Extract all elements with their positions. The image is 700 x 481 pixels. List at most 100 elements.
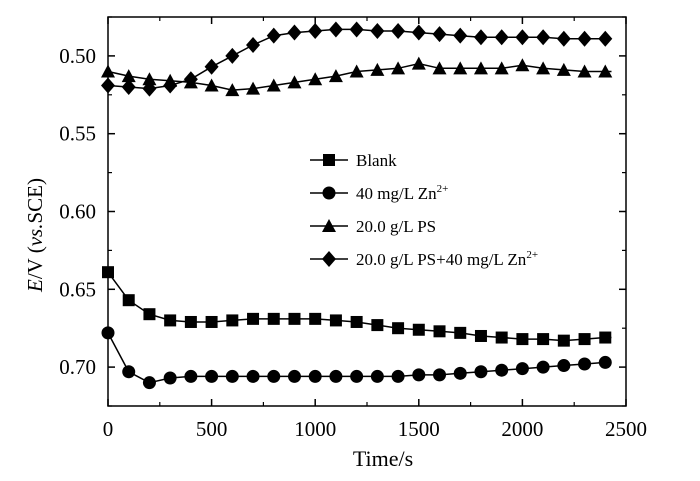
legend-marker <box>322 219 336 232</box>
data-point <box>495 331 508 344</box>
data-point <box>309 312 322 325</box>
data-point <box>142 376 156 390</box>
legend-label: 20.0 g/L PS+40 mg/L Zn2+ <box>356 249 538 269</box>
y-axis-label-reference: vs. <box>23 224 47 247</box>
data-point <box>122 365 136 379</box>
y-axis-label-electrode: SCE) <box>23 178 47 224</box>
data-point <box>494 29 509 46</box>
data-point <box>287 75 302 89</box>
series-square <box>102 266 612 347</box>
data-point <box>225 369 239 383</box>
data-point <box>392 322 405 335</box>
data-point <box>329 314 342 327</box>
data-point <box>266 27 281 44</box>
legend-label: Blank <box>356 151 397 170</box>
data-point <box>598 355 612 369</box>
data-point <box>454 326 467 339</box>
data-point <box>556 30 571 47</box>
data-point <box>391 23 406 40</box>
x-tick-label: 2500 <box>605 417 647 441</box>
legend-label: 40 mg/L Zn2+ <box>356 183 448 203</box>
legend-label-text: 20.0 g/L PS+40 mg/L Zn <box>356 250 527 269</box>
data-point <box>370 62 385 76</box>
data-point <box>204 78 219 92</box>
data-point <box>537 333 550 346</box>
x-tick-label: 500 <box>196 417 228 441</box>
data-point <box>121 69 136 83</box>
data-point <box>556 62 571 76</box>
data-point <box>267 369 281 383</box>
data-point <box>371 319 384 332</box>
data-point <box>515 29 530 46</box>
data-point <box>142 72 157 86</box>
series-line <box>107 271 612 342</box>
data-point <box>225 83 240 97</box>
data-point <box>350 315 363 328</box>
data-point <box>536 29 551 46</box>
series-line <box>107 28 612 90</box>
data-point <box>474 365 488 379</box>
data-point <box>308 72 323 86</box>
data-point <box>598 64 613 78</box>
data-point <box>453 366 467 380</box>
data-point <box>411 24 426 41</box>
data-point <box>247 312 260 325</box>
y-tick-label: 0.70 <box>59 355 96 379</box>
data-point <box>349 21 364 38</box>
data-point <box>391 61 406 75</box>
y-axis-label-symbol: E <box>23 279 47 293</box>
x-tick-label: 1000 <box>294 417 336 441</box>
data-point <box>183 71 198 88</box>
data-point <box>226 314 239 327</box>
data-point <box>328 21 343 38</box>
data-point <box>329 369 343 383</box>
data-point <box>412 368 426 382</box>
data-point <box>494 61 509 75</box>
data-point <box>184 315 197 328</box>
legend-marker <box>322 186 336 200</box>
data-point <box>516 333 529 346</box>
series-triangle <box>101 56 613 97</box>
data-point <box>142 80 157 97</box>
data-point <box>101 64 115 78</box>
data-point <box>225 47 240 64</box>
data-point <box>578 333 591 346</box>
data-point <box>267 312 280 325</box>
data-point <box>205 369 219 383</box>
data-point <box>122 294 135 307</box>
plot-border <box>107 16 627 407</box>
data-point <box>536 360 550 374</box>
data-point <box>121 79 136 96</box>
data-point <box>473 61 488 75</box>
data-point <box>598 30 613 47</box>
data-point <box>143 308 156 321</box>
data-point <box>266 78 281 92</box>
series-circle <box>101 326 612 390</box>
data-point <box>599 331 612 344</box>
x-axis: 0 500 1000 1500 2000 2500 <box>103 17 647 441</box>
data-point <box>412 323 425 336</box>
data-point <box>557 359 571 373</box>
data-point <box>453 27 468 44</box>
data-point <box>101 326 115 340</box>
data-point <box>308 23 323 40</box>
data-point <box>473 29 488 46</box>
data-point <box>453 61 468 75</box>
legend-label-text: Blank <box>356 151 397 170</box>
legend-label-superscript: 2+ <box>437 183 449 195</box>
legend-label-text: 20.0 g/L PS <box>356 217 436 236</box>
data-point <box>515 362 529 376</box>
plot-frame <box>107 16 627 407</box>
data-point <box>577 30 592 47</box>
data-point <box>164 314 177 327</box>
data-point <box>184 369 198 383</box>
data-point <box>287 24 302 41</box>
y-tick-label: 0.55 <box>59 122 96 146</box>
data-point <box>204 58 219 75</box>
series-diamond <box>101 21 613 97</box>
x-axis-label: Time/s <box>353 446 413 471</box>
data-point <box>577 64 592 78</box>
y-axis-label-unit: /V ( <box>23 246 47 279</box>
data-point <box>288 312 301 325</box>
